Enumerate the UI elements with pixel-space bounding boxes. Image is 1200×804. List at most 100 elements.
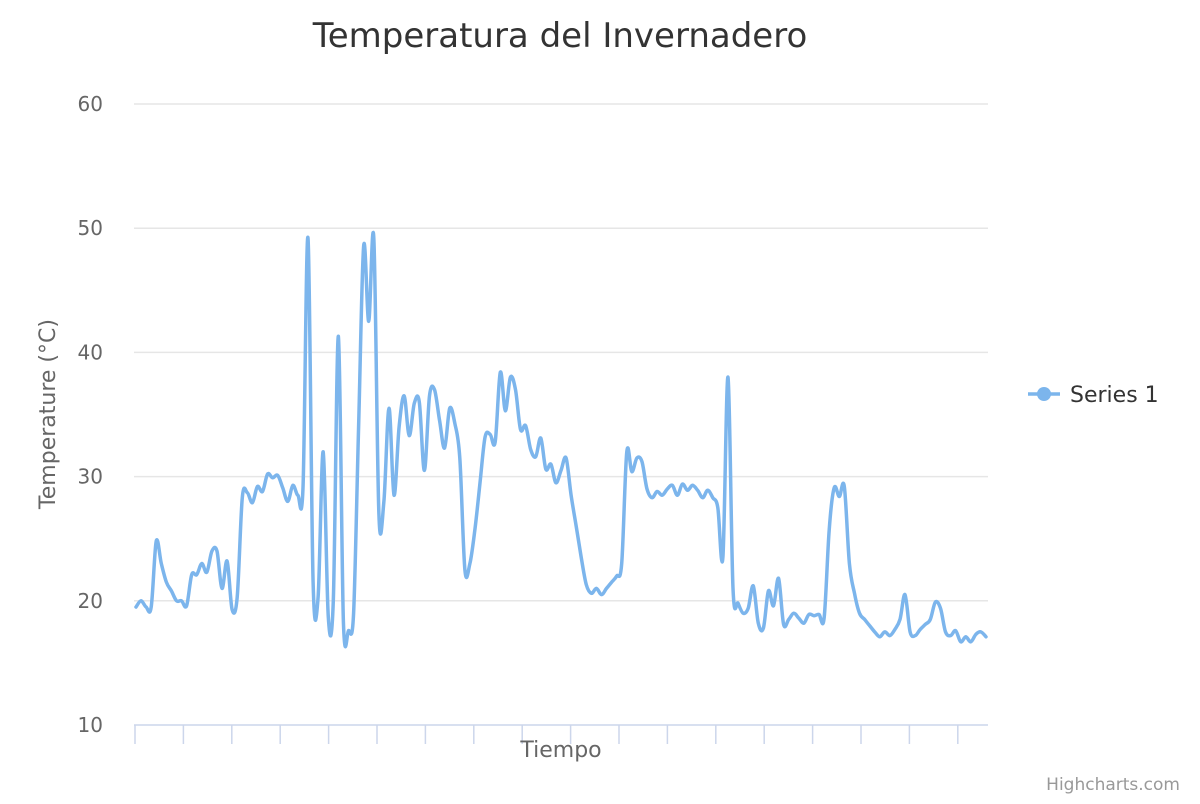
- data-point[interactable]: [897, 616, 903, 622]
- data-point[interactable]: [280, 485, 286, 491]
- data-point[interactable]: [487, 431, 493, 437]
- data-point[interactable]: [401, 393, 407, 399]
- data-point[interactable]: [275, 472, 281, 478]
- data-point[interactable]: [330, 598, 336, 604]
- data-point[interactable]: [411, 400, 417, 406]
- data-point[interactable]: [619, 561, 625, 567]
- data-point[interactable]: [472, 526, 478, 532]
- data-point[interactable]: [806, 612, 812, 618]
- data-point[interactable]: [477, 480, 483, 486]
- data-point[interactable]: [568, 492, 574, 498]
- data-point[interactable]: [497, 369, 503, 375]
- data-point[interactable]: [801, 620, 807, 626]
- data-point[interactable]: [907, 629, 913, 635]
- data-point[interactable]: [968, 639, 974, 645]
- data-point[interactable]: [533, 454, 539, 460]
- data-point[interactable]: [725, 374, 731, 380]
- data-point[interactable]: [852, 590, 858, 596]
- data-point[interactable]: [624, 449, 630, 455]
- data-point[interactable]: [543, 466, 549, 472]
- data-point[interactable]: [386, 405, 392, 411]
- data-point[interactable]: [300, 485, 306, 491]
- data-point[interactable]: [285, 498, 291, 504]
- data-point[interactable]: [502, 408, 508, 414]
- data-point[interactable]: [153, 538, 159, 544]
- data-point[interactable]: [821, 615, 827, 621]
- data-point[interactable]: [740, 610, 746, 616]
- data-point[interactable]: [482, 434, 488, 440]
- data-point[interactable]: [735, 600, 741, 606]
- data-point[interactable]: [179, 598, 185, 604]
- data-point[interactable]: [432, 387, 438, 393]
- data-point[interactable]: [831, 485, 837, 491]
- series-1-line[interactable]: [134, 231, 988, 649]
- data-point[interactable]: [679, 481, 685, 487]
- data-point[interactable]: [244, 490, 250, 496]
- data-point[interactable]: [158, 561, 164, 567]
- data-point[interactable]: [872, 629, 878, 635]
- data-point[interactable]: [416, 399, 422, 405]
- data-point[interactable]: [750, 583, 756, 589]
- data-point[interactable]: [674, 492, 680, 498]
- data-point[interactable]: [507, 374, 513, 380]
- legend-item-label[interactable]: Series 1: [1070, 383, 1159, 408]
- data-point[interactable]: [776, 575, 782, 581]
- data-point[interactable]: [614, 573, 620, 579]
- data-point[interactable]: [366, 318, 372, 324]
- data-point[interactable]: [346, 628, 352, 634]
- data-point[interactable]: [305, 235, 311, 241]
- data-point[interactable]: [892, 626, 898, 632]
- data-point[interactable]: [963, 634, 969, 640]
- data-point[interactable]: [168, 588, 174, 594]
- data-point[interactable]: [720, 554, 726, 560]
- legend[interactable]: Series 1: [1028, 383, 1159, 408]
- data-point[interactable]: [523, 423, 529, 429]
- data-point[interactable]: [953, 628, 959, 634]
- data-point[interactable]: [396, 424, 402, 430]
- data-point[interactable]: [325, 614, 331, 620]
- data-point[interactable]: [265, 471, 271, 477]
- data-point[interactable]: [578, 554, 584, 560]
- data-point[interactable]: [229, 607, 235, 613]
- data-point[interactable]: [421, 467, 427, 473]
- data-point[interactable]: [781, 621, 787, 627]
- data-point[interactable]: [978, 629, 984, 635]
- data-point[interactable]: [710, 495, 716, 501]
- data-point[interactable]: [588, 590, 594, 596]
- data-point[interactable]: [649, 495, 655, 501]
- data-point[interactable]: [867, 623, 873, 629]
- data-point[interactable]: [902, 592, 908, 598]
- data-point[interactable]: [609, 579, 615, 585]
- data-point[interactable]: [518, 426, 524, 432]
- data-point[interactable]: [639, 459, 645, 465]
- data-point[interactable]: [315, 594, 321, 600]
- data-point[interactable]: [629, 469, 635, 475]
- data-point[interactable]: [254, 484, 260, 490]
- data-point[interactable]: [715, 505, 721, 511]
- data-point[interactable]: [224, 558, 230, 564]
- data-point[interactable]: [583, 582, 589, 588]
- data-point[interactable]: [948, 633, 954, 639]
- data-point[interactable]: [234, 594, 240, 600]
- data-point[interactable]: [462, 567, 468, 573]
- data-point[interactable]: [664, 486, 670, 492]
- data-point[interactable]: [659, 492, 665, 498]
- data-point[interactable]: [528, 446, 534, 452]
- data-point[interactable]: [351, 610, 357, 616]
- data-point[interactable]: [457, 455, 463, 461]
- data-point[interactable]: [760, 625, 766, 631]
- data-point[interactable]: [447, 405, 453, 411]
- data-point[interactable]: [927, 616, 933, 622]
- data-point[interactable]: [163, 579, 169, 585]
- data-point[interactable]: [826, 527, 832, 533]
- data-point[interactable]: [765, 588, 771, 594]
- data-point[interactable]: [563, 455, 569, 461]
- data-point[interactable]: [138, 598, 144, 604]
- data-point[interactable]: [290, 482, 296, 488]
- data-point[interactable]: [700, 495, 706, 501]
- data-point[interactable]: [371, 235, 377, 241]
- data-point[interactable]: [938, 605, 944, 611]
- data-point[interactable]: [685, 487, 691, 493]
- data-point[interactable]: [204, 569, 210, 575]
- data-point[interactable]: [538, 435, 544, 441]
